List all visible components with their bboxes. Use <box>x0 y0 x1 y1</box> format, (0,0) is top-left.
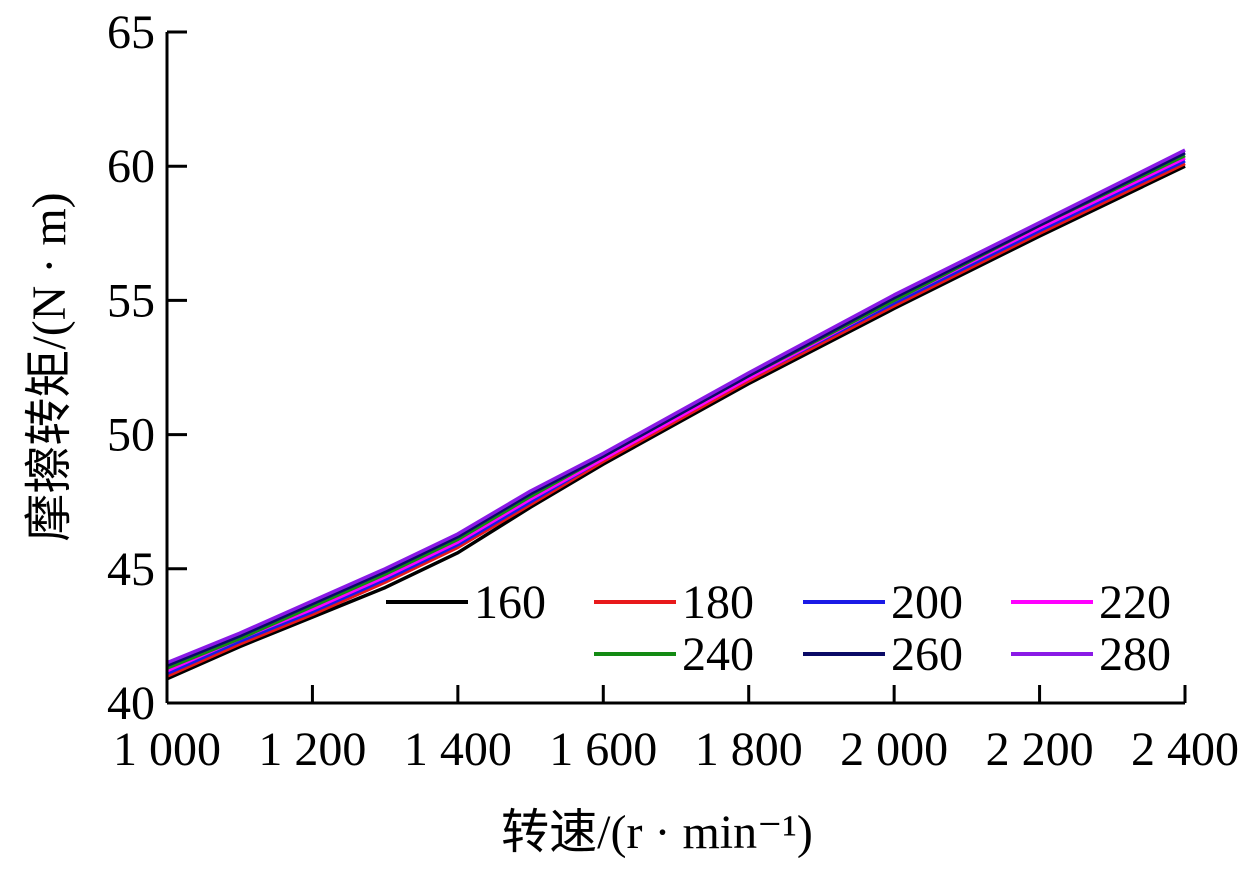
y-tick-label: 50 <box>107 409 155 462</box>
legend-label-180: 180 <box>682 576 754 629</box>
series-line-160 <box>166 164 1186 681</box>
series-layer <box>166 148 1186 681</box>
x-tick-label: 1 800 <box>695 723 803 776</box>
legend-label-240: 240 <box>682 628 754 681</box>
x-tick-label: 1 200 <box>258 723 366 776</box>
x-tick-label: 1 400 <box>404 723 512 776</box>
x-tick-label: 2 000 <box>840 723 948 776</box>
series-line-280 <box>166 148 1186 665</box>
x-tick-label: 1 600 <box>549 723 657 776</box>
legend-label-160: 160 <box>474 576 546 629</box>
axes-layer <box>165 32 1185 705</box>
legend-label-200: 200 <box>891 576 963 629</box>
series-line-180 <box>166 161 1186 678</box>
series-line-260 <box>166 151 1186 668</box>
y-tick-label: 65 <box>107 6 155 59</box>
legend-label-260: 260 <box>891 628 963 681</box>
legend-label-280: 280 <box>1099 628 1171 681</box>
ticks-layer: 40 45 50 55 60 65 1 000 1 200 1 400 1 600 1 800 2 0… <box>107 6 1239 776</box>
y-tick-label: 40 <box>107 677 155 730</box>
legend-label-220: 220 <box>1099 576 1171 629</box>
x-axis-title: 转速/(r · min⁻¹) <box>501 806 813 859</box>
y-tick-label: 60 <box>107 140 155 193</box>
legend: 160 180 200 220 240 260 280 <box>386 576 1171 681</box>
series-line-200 <box>166 159 1186 676</box>
x-tick-label: 1 000 <box>113 723 221 776</box>
y-tick-label: 45 <box>107 543 155 596</box>
y-tick-label: 55 <box>107 274 155 327</box>
x-tick-label: 2 200 <box>986 723 1094 776</box>
y-axis-title: 摩擦转矩/(N · m) <box>23 192 76 541</box>
x-tick-label: 2 400 <box>1131 723 1239 776</box>
